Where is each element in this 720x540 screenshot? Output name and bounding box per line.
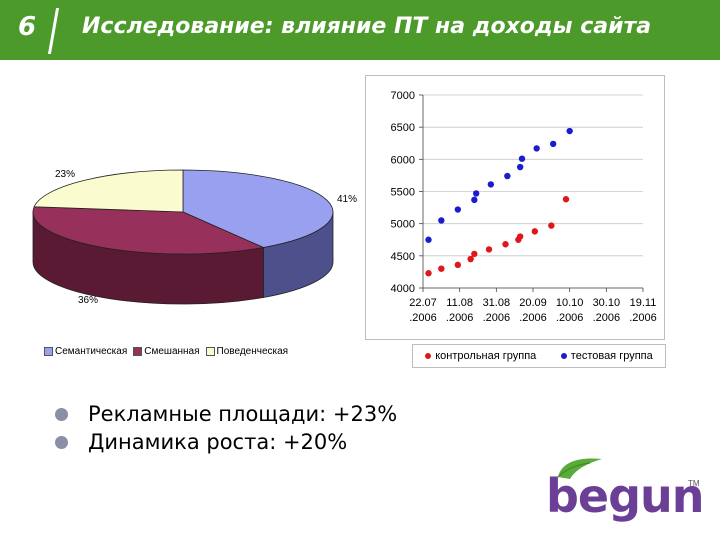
scatter-chart: 4000 4500 5000 5500 6000 6500 7000 22.07 .2006 11… [365,75,665,340]
slide-title: Исследование: влияние ПТ на доходы сайта [82,14,652,39]
pie-data-label: 41% [337,194,357,205]
pie-slice [182,169,334,248]
bullet-list: Рекламные площади: +23% Динамика роста: … [55,400,397,456]
pie-slice [32,206,265,255]
data-point [531,228,539,235]
x-tick-label-year: .2006 [483,312,511,324]
pie-legend-item-behavioral: Поведенческая [205,345,289,357]
x-tick-label-year: .2006 [519,312,547,324]
scatter-legend-dot-control [425,353,432,359]
begun-logo: begun TM [540,455,705,525]
bullet-item: Динамика роста: +20% [55,428,397,456]
pie-legend-label-semantic: Семантическая [55,345,128,357]
data-point [438,217,445,224]
data-point [454,261,462,269]
x-tick-label: 30.10 [593,297,621,309]
data-point [504,172,511,180]
data-point [549,140,557,148]
scatter-legend-label-control: контрольная группа [435,350,537,362]
pie-legend: Семантическая Смешанная Поведенческая [44,342,344,360]
x-tick-label: 20.09 [519,297,547,309]
x-tick-label: 10.10 [556,297,584,309]
pie-legend-item-mixed: Смешанная [133,345,200,357]
bullet-text: Динамика роста: +20% [88,430,348,454]
x-tick-label-year: .2006 [446,312,474,324]
bullet-icon [55,435,68,449]
bullet-item: Рекламные площади: +23% [55,400,397,428]
pie-chart-svg: 41% 36% 23% [32,169,357,306]
y-tick-label: 5000 [391,219,415,231]
pie-legend-label-mixed: Смешанная [144,345,200,357]
y-tick-label: 4000 [391,283,415,295]
data-point [516,163,524,171]
x-tick-label-year: .2006 [556,312,584,324]
pie-legend-swatch-mixed [133,346,143,356]
data-point [425,270,432,277]
y-tick-label: 7000 [391,90,415,102]
pie-legend-swatch-behavioral [205,346,215,356]
scatter-legend-dot-test [560,353,567,359]
x-tick-label-year: .2006 [593,312,621,324]
data-point [425,236,432,243]
logo-leaf-icon [557,458,602,479]
title-divider [47,8,60,54]
y-tick-label: 4500 [391,251,415,263]
logo-text: begun [546,469,705,523]
scatter-frame [365,75,665,340]
y-tick-label: 5500 [391,187,415,199]
x-tick-label: 19.11 [630,297,657,309]
data-point [533,145,540,152]
y-tick-label: 6500 [391,122,415,134]
pie-legend-swatch-semantic [44,346,53,356]
y-tick-label: 6000 [391,154,415,166]
pie-data-label: 36% [78,295,98,306]
data-point [516,233,524,240]
data-point [518,155,526,162]
data-point [487,181,495,188]
data-point [467,255,474,263]
pie-chart: 41% 36% 23% [20,150,365,320]
scatter-legend-item-control: контрольная группа [425,350,536,362]
data-point [454,206,462,213]
pie-legend-item-semantic: Семантическая [44,346,127,357]
logo-trademark: TM [688,479,700,488]
x-tick-label-year: .2006 [629,312,657,324]
x-tick-label: 22.07 [409,297,437,309]
pie-slice [33,169,184,213]
x-tick-label: 11.08 [446,297,473,309]
scatter-legend: контрольная группа тестовая группа [412,344,666,368]
pie-data-label: 23% [55,169,75,180]
data-point [471,196,478,204]
scatter-legend-label-test: тестовая группа [570,350,653,362]
scatter-legend-item-test: тестовая группа [560,350,653,362]
x-tick-label: 31.08 [483,297,511,309]
data-point [472,190,480,197]
data-point [485,246,493,253]
data-point [471,250,478,258]
bullet-icon [55,407,68,421]
title-bar: 6 Исследование: влияние ПТ на доходы сай… [0,0,720,60]
data-point [566,127,573,135]
bullet-text: Рекламные площади: +23% [88,402,398,426]
scatter-chart-svg: 4000 4500 5000 5500 6000 6500 7000 22.07 .2006 11… [365,75,665,340]
x-tick-label-year: .2006 [409,312,437,324]
slide-number: 6 [18,12,37,42]
pie-legend-label-behavioral: Поведенческая [216,345,289,357]
data-point [562,196,570,203]
data-point [502,241,509,248]
data-point [548,222,555,229]
data-point [438,265,445,272]
